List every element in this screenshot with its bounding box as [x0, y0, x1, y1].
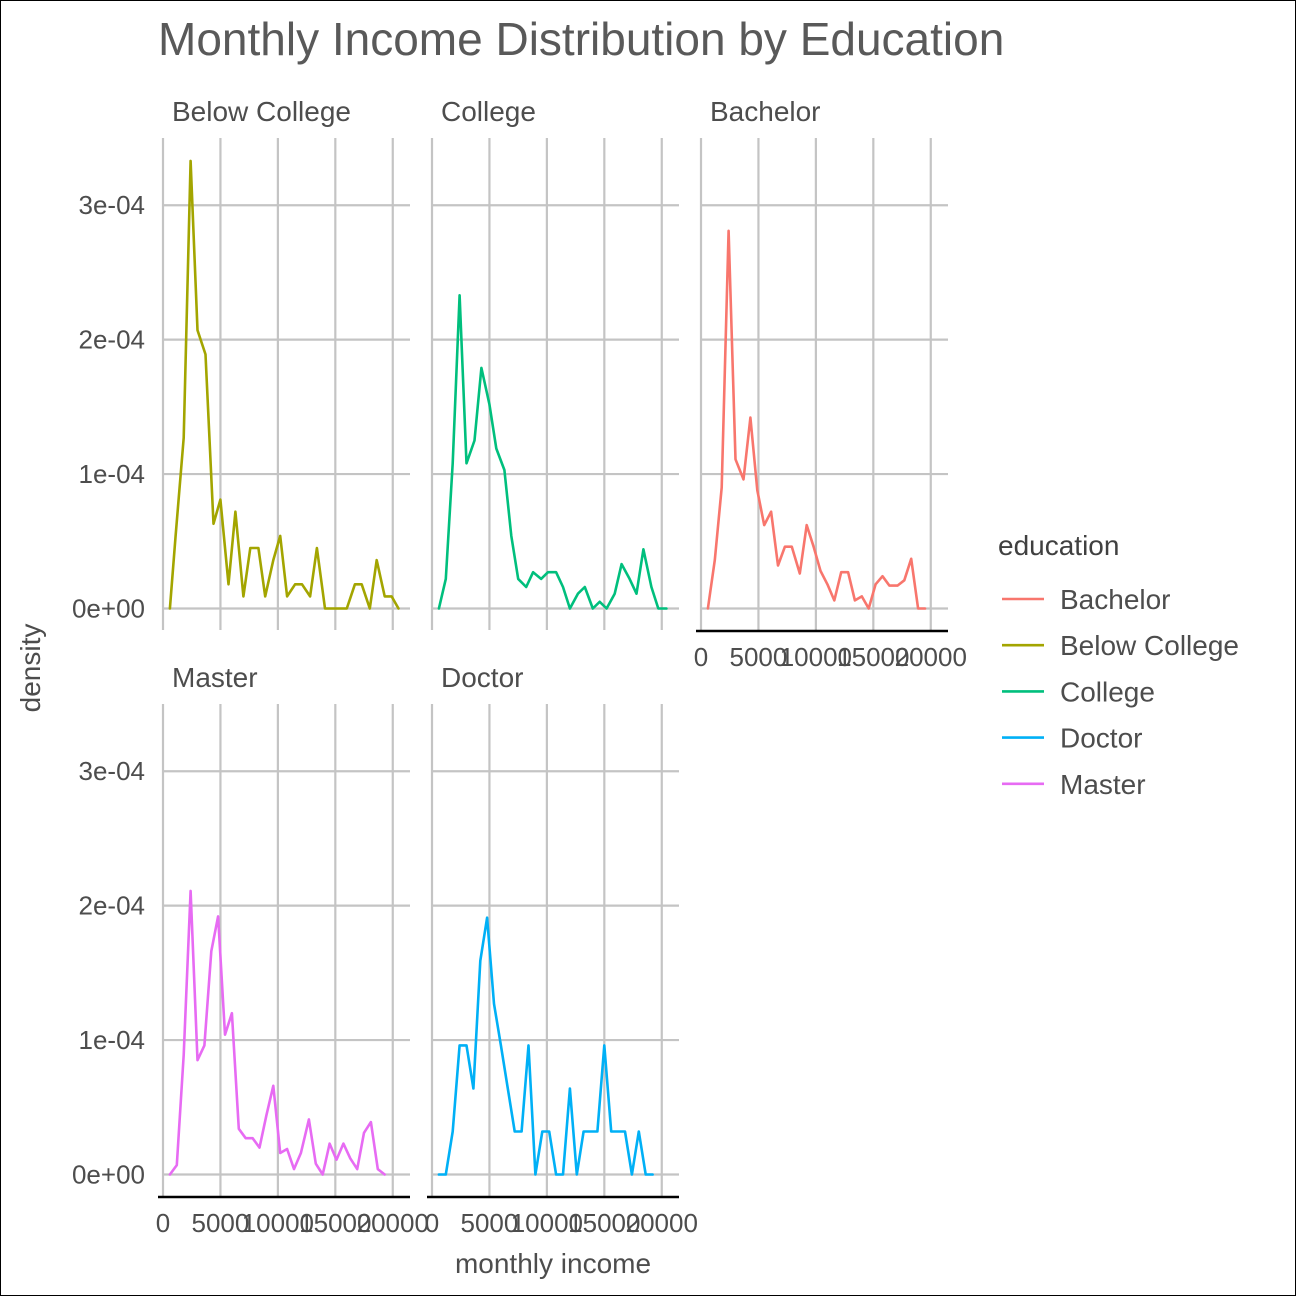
facet-below-college: Below College 0e+00 1e-04 2e-04 3e-04	[72, 96, 410, 630]
density-line	[706, 229, 927, 610]
legend-entry-master: Master	[1002, 769, 1146, 800]
facet-strip-label: Doctor	[441, 662, 523, 693]
legend: education Bachelor Below College College Do…	[998, 530, 1239, 800]
x-tick-label: 20000	[357, 1208, 429, 1238]
y-tick-label: 2e-04	[79, 325, 146, 355]
x-tick-label: 5000	[730, 642, 788, 672]
x-tick-label: 10000	[242, 1208, 314, 1238]
facet-panels: Below College 0e+00 1e-04 2e-04 3e-04 College…	[72, 96, 967, 1238]
facet-strip-label: Bachelor	[710, 96, 821, 127]
y-tick-label: 0e+00	[72, 1159, 145, 1189]
legend-entry-below-college: Below College	[1002, 630, 1239, 661]
legend-title: education	[998, 530, 1119, 561]
facet-strip-label: Below College	[172, 96, 351, 127]
facet-strip-label: College	[441, 96, 536, 127]
y-tick-label: 1e-04	[79, 1025, 146, 1055]
y-tick-label: 3e-04	[79, 190, 146, 220]
x-tick-label: 0	[425, 1208, 439, 1238]
legend-entry-college: College	[1002, 676, 1155, 707]
legend-label: Doctor	[1060, 723, 1142, 754]
density-line	[168, 889, 386, 1176]
x-tick-label: 15000	[837, 642, 909, 672]
x-tick-label: 15000	[568, 1208, 640, 1238]
x-tick-label: 0	[156, 1208, 170, 1238]
x-tick-label: 20000	[626, 1208, 698, 1238]
y-tick-label: 3e-04	[79, 756, 146, 786]
legend-label: Below College	[1060, 630, 1239, 661]
density-line	[437, 916, 654, 1176]
facet-strip-label: Master	[172, 662, 258, 693]
legend-label: Bachelor	[1060, 584, 1171, 615]
x-tick-label: 10000	[511, 1208, 583, 1238]
legend-label: Master	[1060, 769, 1146, 800]
x-tick-label: 5000	[461, 1208, 519, 1238]
x-axis-title: monthly income	[455, 1248, 651, 1279]
facet-college: College	[430, 96, 679, 630]
density-line	[168, 159, 400, 610]
y-tick-label: 2e-04	[79, 891, 146, 921]
x-tick-label: 0	[694, 642, 708, 672]
legend-label: College	[1060, 676, 1155, 707]
x-tick-label: 20000	[895, 642, 967, 672]
y-tick-label: 0e+00	[72, 593, 145, 623]
chart-title: Monthly Income Distribution by Education	[158, 13, 1004, 65]
facet-master: Master 0e+00 1e-04 2e-04 3e-04 0 5000100001500…	[72, 662, 429, 1238]
legend-entry-bachelor: Bachelor	[1002, 584, 1171, 615]
x-tick-label: 15000	[299, 1208, 371, 1238]
y-tick-label: 1e-04	[79, 459, 146, 489]
density-line	[437, 294, 668, 610]
x-tick-label: 5000	[192, 1208, 250, 1238]
x-tick-label: 10000	[780, 642, 852, 672]
y-axis-title: density	[15, 624, 46, 713]
legend-entry-doctor: Doctor	[1002, 723, 1142, 754]
